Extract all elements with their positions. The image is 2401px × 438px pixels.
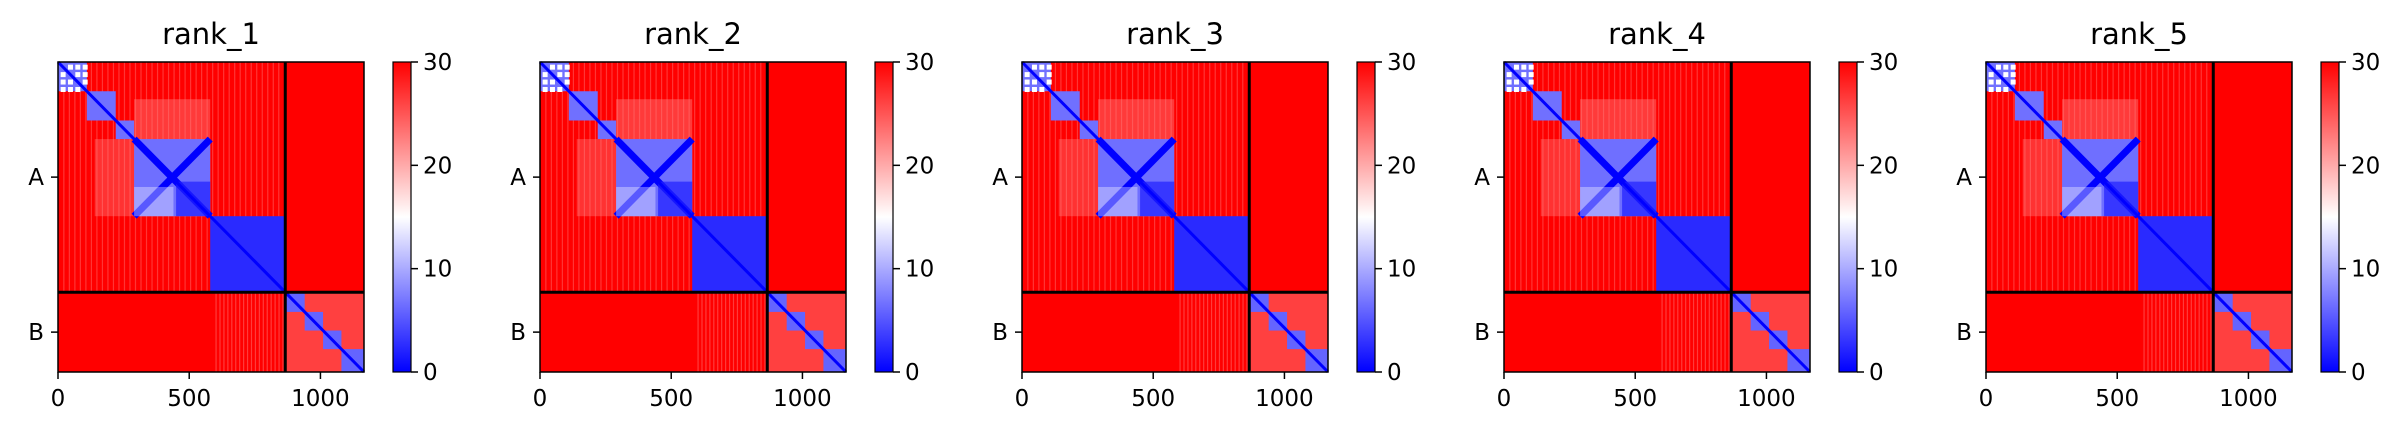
colorbar (1838, 61, 1858, 373)
heatmap-frame (57, 61, 365, 373)
colorbar-tick-label: 10 (1869, 257, 1898, 283)
colorbar-tick-label: 20 (2351, 153, 2380, 179)
panel-1: rank_1 A B 0 500 1000 0 10 20 30 (28, 17, 452, 412)
colorbar-tick-label: 10 (2351, 257, 2380, 283)
panel-3: rank_3 A B 0 500 1000 0 10 20 30 (992, 17, 1416, 412)
colorbar-tick-label: 0 (2351, 360, 2366, 386)
x-tick-label: 0 (1497, 386, 1512, 412)
y-chain-label: B (1474, 320, 1490, 346)
diagonal (56, 60, 366, 374)
colorbar (2320, 61, 2340, 373)
colorbar-tick-label: 30 (2351, 50, 2380, 76)
y-chain-label: A (510, 165, 526, 191)
y-chain-label: B (28, 320, 44, 346)
y-chain-label: B (510, 320, 526, 346)
x-tick-label: 500 (649, 386, 693, 412)
colorbar-tick-label: 0 (1387, 360, 1402, 386)
top-left-detail (1506, 64, 1534, 92)
x-tick-label: 1000 (2219, 386, 2278, 412)
x-tick-label: 0 (533, 386, 548, 412)
colorbar-tick-label: 20 (1869, 153, 1898, 179)
panel-5: rank_5 A B 0 500 1000 0 10 20 30 (1956, 17, 2380, 412)
panel-title: rank_4 (1608, 17, 1706, 51)
x-tick-label: 1000 (1255, 386, 1314, 412)
colorbar-tick-label: 30 (905, 50, 934, 76)
y-chain-label: A (1956, 165, 1972, 191)
top-left-detail (1988, 64, 2016, 92)
diagonal (538, 60, 848, 374)
x-tick-label: 500 (2095, 386, 2139, 412)
y-chain-label: A (28, 165, 44, 191)
colorbar (874, 61, 894, 373)
x-tick-label: 0 (1015, 386, 1030, 412)
diagonal (1984, 60, 2294, 374)
diagonal (1020, 60, 1330, 374)
colorbar-tick-label: 10 (1387, 257, 1416, 283)
colorbar-tick-label: 20 (1387, 153, 1416, 179)
heatmap-frame (1021, 61, 1329, 373)
colorbar (1356, 61, 1376, 373)
x-tick-label: 1000 (1737, 386, 1796, 412)
x-tick-label: 500 (1613, 386, 1657, 412)
colorbar-tick-label: 0 (905, 360, 920, 386)
x-tick-label: 0 (51, 386, 66, 412)
colorbar (392, 61, 412, 373)
colorbar-tick-label: 30 (1387, 50, 1416, 76)
x-tick-label: 1000 (773, 386, 832, 412)
panel-title: rank_5 (2090, 17, 2188, 51)
top-left-detail (542, 64, 570, 92)
y-chain-label: A (992, 165, 1008, 191)
colorbar-tick-label: 20 (905, 153, 934, 179)
colorbar-tick-label: 30 (423, 50, 452, 76)
panel-title: rank_1 (162, 17, 260, 51)
x-tick-label: 500 (1131, 386, 1175, 412)
panel-title: rank_3 (1126, 17, 1224, 51)
colorbar-tick-label: 30 (1869, 50, 1898, 76)
x-tick-label: 500 (167, 386, 211, 412)
colorbar-tick-label: 0 (1869, 360, 1884, 386)
colorbar-tick-label: 20 (423, 153, 452, 179)
heatmap-frame (539, 61, 847, 373)
diagonal (1502, 60, 1812, 374)
y-chain-label: B (992, 320, 1008, 346)
colorbar-tick-label: 0 (423, 360, 438, 386)
colorbar-tick-label: 10 (905, 257, 934, 283)
panel-title: rank_2 (644, 17, 742, 51)
colorbar-tick-label: 10 (423, 257, 452, 283)
top-left-detail (1024, 64, 1052, 92)
x-tick-label: 1000 (291, 386, 350, 412)
y-chain-label: B (1956, 320, 1972, 346)
heatmap-frame (1985, 61, 2293, 373)
y-chain-label: A (1474, 165, 1490, 191)
heatmap-frame (1503, 61, 1811, 373)
panel-2: rank_2 A B 0 500 1000 0 10 20 30 (510, 17, 934, 412)
top-left-detail (60, 64, 88, 92)
x-tick-label: 0 (1979, 386, 1994, 412)
panel-4: rank_4 A B 0 500 1000 0 10 20 30 (1474, 17, 1898, 412)
